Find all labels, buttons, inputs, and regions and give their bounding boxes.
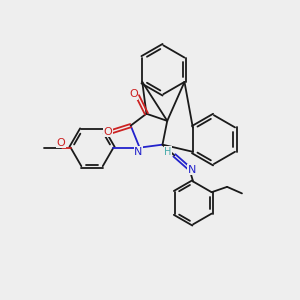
- Text: H: H: [164, 147, 172, 157]
- Text: O: O: [56, 138, 65, 148]
- Text: N: N: [134, 147, 142, 157]
- Text: N: N: [188, 165, 196, 175]
- Text: O: O: [104, 127, 112, 136]
- Text: O: O: [129, 89, 138, 99]
